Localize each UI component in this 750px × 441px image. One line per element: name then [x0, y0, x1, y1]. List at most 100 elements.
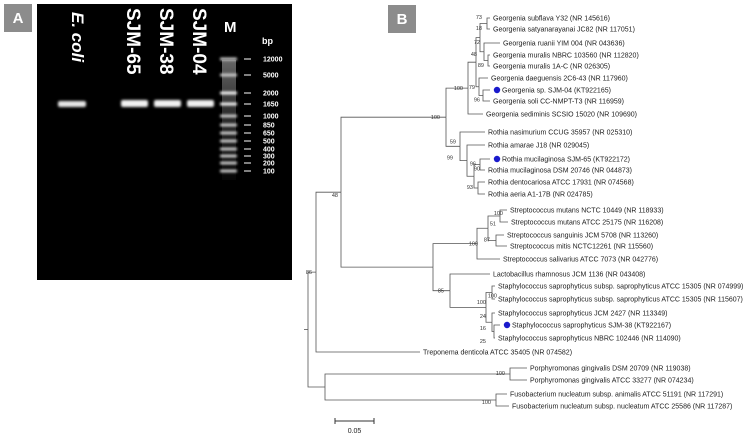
taxon-label: Rothia amarae J18 (NR 029045)	[488, 143, 589, 150]
tree-branch	[485, 292, 492, 308]
tree-branch	[479, 23, 487, 38]
tree-branch	[432, 243, 477, 268]
tree-branch	[479, 164, 485, 171]
lane-label-sjm38: SJM-38	[155, 8, 176, 75]
tree-branch	[491, 285, 495, 293]
ladder-band	[220, 102, 237, 106]
ladder-band	[220, 91, 237, 95]
tree-branch	[483, 51, 488, 61]
taxon-label: Streptococcus mutans ATCC 25175 (NR 1162…	[511, 220, 663, 227]
tree-branch	[315, 191, 341, 273]
taxon-label: Rothia aeria A1-17B (NR 024785)	[488, 192, 593, 199]
bootstrap-value: 96	[470, 162, 476, 168]
tree-branch	[467, 88, 483, 115]
tree-branch	[449, 290, 486, 308]
bootstrap-value: 85	[438, 289, 444, 295]
band-ecoli	[58, 101, 86, 107]
bootstrap-value: 51	[490, 221, 496, 227]
tree-branch	[499, 216, 508, 223]
isolate-marker-dot	[493, 86, 501, 94]
taxon-label: Georgenia subflava Y32 (NR 145616)	[493, 16, 610, 23]
ladder-band	[220, 147, 237, 151]
taxon-label: Fusobacterium nucleatum subsp. nucleatum…	[512, 404, 732, 411]
taxon-label: Staphylococcus saprophyticus NBRC 102446…	[498, 336, 681, 343]
isolate-marker-dot	[493, 155, 501, 163]
bootstrap-value: 16	[480, 326, 486, 332]
tree-branches	[304, 17, 527, 407]
band-sjm38	[154, 100, 181, 107]
tree-branch	[479, 37, 484, 53]
tree-branch	[486, 23, 490, 30]
tree-branch	[495, 240, 507, 247]
bootstrap-value: 96	[474, 98, 480, 104]
phylogenetic-tree-panel: Georgenia subflava Y32 (NR 145616) George…	[300, 0, 750, 436]
bootstrap-value: 93	[467, 185, 473, 191]
ladder-size-label: 5000	[263, 73, 279, 80]
tree-branch	[466, 144, 485, 161]
tree-branch	[475, 37, 480, 63]
bootstrap-value: 89	[478, 63, 484, 69]
lane-label-sjm65: SJM-65	[122, 8, 143, 75]
ladder-band	[220, 139, 237, 143]
tree-branch	[478, 86, 483, 96]
bootstrap-value: 100	[482, 400, 491, 406]
taxon-label: Treponema denticola ATCC 35405 (NR 07458…	[423, 350, 572, 357]
tree-branch	[475, 62, 479, 88]
taxon-label: Porphyromonas gingivalis ATCC 33277 (NR …	[530, 378, 694, 385]
tree-branch	[467, 61, 476, 89]
tree-branch	[340, 116, 446, 193]
sample-bands	[58, 100, 214, 107]
taxon-label: Rothia dentocariosa ATCC 17931 (NR 07456…	[488, 180, 634, 187]
panel-label-b: B	[388, 5, 416, 33]
bootstrap-value: 18	[476, 26, 482, 32]
tree-branch	[477, 188, 485, 195]
tree-branch	[485, 307, 492, 323]
unit-label-bp: bp	[262, 36, 273, 46]
taxon-label: Rothia mucilaginosa SJM-65 (KT922172)	[502, 157, 630, 164]
tree-branch	[491, 292, 495, 300]
taxon-label: Staphylococcus saprophyticus JCM 2427 (N…	[498, 311, 668, 318]
ladder-band	[220, 169, 237, 173]
bootstrap-value: 100	[469, 242, 478, 248]
tree-branch	[479, 158, 490, 165]
tree-branch	[477, 181, 485, 188]
tree-branch	[445, 117, 460, 147]
gel-background	[37, 4, 292, 280]
ladder-band	[220, 131, 237, 135]
bootstrap-value: 24	[480, 314, 486, 320]
taxon-label: Fusobacterium nucleatum subsp. animalis …	[510, 392, 723, 399]
bootstrap-value: 99	[447, 155, 453, 161]
tree-branch	[476, 243, 500, 260]
tree-branch	[491, 322, 494, 332]
ladder-labels: 12000 5000 2000 1650 1000 8506505004003002001…	[244, 57, 283, 176]
tree-branch	[491, 312, 495, 323]
phylogenetic-tree: Georgenia subflava Y32 (NR 145616) George…	[304, 15, 743, 435]
tree-branch	[340, 192, 433, 268]
panel-label-a: A	[4, 4, 32, 32]
taxon-label: Staphylococcus saprophyticus subsp. sapr…	[498, 284, 743, 291]
taxon-label: Streptococcus sanguinis JCM 5708 (NR 113…	[507, 233, 658, 240]
bootstrap-value: 25	[480, 339, 486, 345]
tree-branch	[509, 374, 527, 381]
ladder-size-label: 400	[263, 147, 275, 154]
taxon-label: Georgenia muralis 1A-C (NR 026305)	[493, 64, 610, 71]
taxon-label: Streptococcus salivarius ATCC 7073 (NR 0…	[503, 257, 658, 264]
taxon-label: Streptococcus mitis NCTC12261 (NR 115560…	[510, 244, 653, 251]
ladder-size-label: 850	[263, 123, 275, 130]
tree-branch	[307, 271, 316, 330]
tree-branch	[307, 329, 325, 388]
taxon-label: Porphyromonas gingivalis DSM 20709 (NR 1…	[530, 366, 691, 373]
tree-branch	[486, 17, 490, 24]
ladder-size-label: 1650	[263, 102, 279, 109]
tree-taxa: Georgenia subflava Y32 (NR 145616) George…	[423, 16, 743, 411]
ladder-size-label: 650	[263, 131, 275, 138]
tree-branch	[487, 60, 490, 67]
taxon-label: Rothia mucilaginosa DSM 20746 (NR 044873…	[488, 168, 632, 175]
ladder-size-label: 2000	[263, 91, 279, 98]
tree-branch	[499, 209, 507, 216]
tree-branch	[473, 164, 480, 177]
tree-branch	[324, 373, 510, 387]
ladder-band	[220, 73, 237, 77]
isolate-marker-dot	[503, 321, 511, 329]
lane-label-sjm04: SJM-04	[188, 8, 209, 75]
